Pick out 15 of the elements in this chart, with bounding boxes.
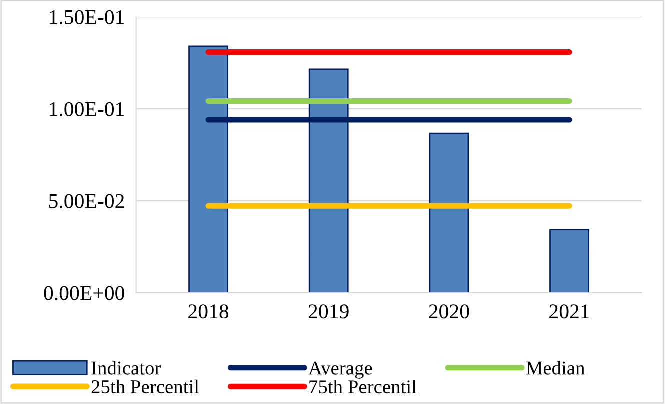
legend-label: 75th Percentil — [310, 380, 417, 394]
bar — [429, 132, 470, 293]
x-tick-label: 2020 — [429, 304, 470, 319]
x-tick-label: 2021 — [550, 304, 590, 319]
legend-label: 25th Percentil — [92, 380, 200, 394]
x-tick-label: 2019 — [308, 304, 349, 319]
y-tick-label: 5.00E-02 — [49, 194, 124, 208]
bar — [550, 229, 590, 293]
x-tick-label: 2018 — [188, 304, 229, 319]
y-tick-label: 1.50E-01 — [50, 10, 124, 24]
legend-label: Indicator — [92, 361, 162, 375]
legend-label: Median — [526, 361, 585, 375]
legend-label: Average — [308, 362, 372, 379]
y-tick-label: 0.00E+00 — [44, 286, 124, 300]
y-tick-label: 1.00E-01 — [50, 102, 124, 116]
